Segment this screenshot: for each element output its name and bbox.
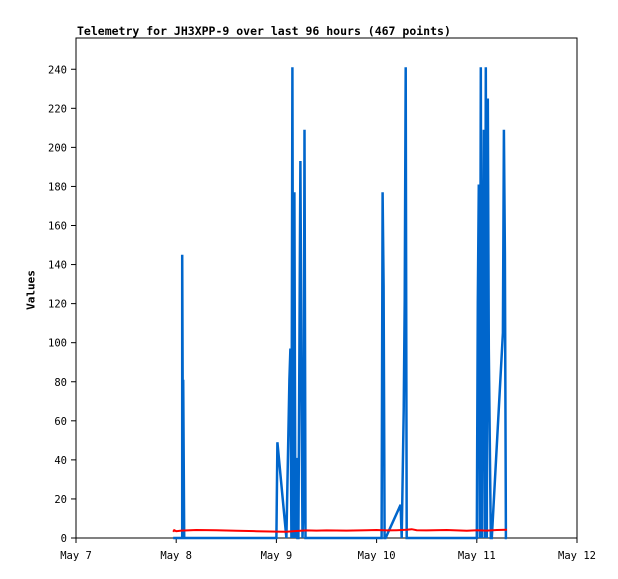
- series-1-line: [173, 67, 508, 540]
- y-tick-label: 40: [54, 455, 67, 467]
- y-tick-label: 0: [61, 533, 67, 545]
- x-tick-label: May 11: [458, 550, 496, 562]
- y-tick-label: 100: [48, 338, 67, 350]
- chart-title: Telemetry for JH3XPP-9 over last 96 hour…: [77, 24, 451, 38]
- y-tick-label: 140: [48, 260, 67, 272]
- x-tick-label: May 10: [358, 550, 396, 562]
- y-tick-label: 120: [48, 299, 67, 311]
- y-tick-label: 200: [48, 142, 67, 154]
- y-tick-label: 80: [54, 377, 67, 389]
- series-2-line: [172, 528, 507, 533]
- y-tick-label: 160: [48, 221, 67, 233]
- y-tick-label: 20: [54, 494, 67, 506]
- y-tick-label: 180: [48, 181, 67, 193]
- plot-area-border: [75, 37, 578, 539]
- x-tick-label: May 12: [558, 550, 596, 562]
- x-tick-label: May 7: [60, 550, 92, 562]
- y-tick-label: 60: [54, 416, 67, 428]
- y-tick-label: 220: [48, 103, 67, 115]
- x-tick-label: May 8: [160, 550, 192, 562]
- y-tick-label: 240: [48, 64, 67, 76]
- x-tick-label: May 9: [261, 550, 293, 562]
